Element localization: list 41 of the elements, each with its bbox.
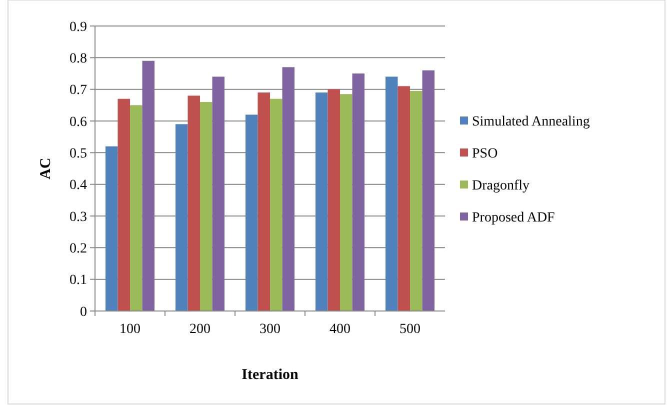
bar — [270, 98, 282, 311]
bar — [258, 92, 270, 311]
bar — [246, 114, 258, 311]
bar — [398, 86, 410, 311]
legend-label: Dragonfly — [472, 178, 530, 194]
x-tick-label: 300 — [260, 322, 280, 337]
y-tick-label: 0.8 — [70, 52, 87, 67]
y-tick-label: 0.4 — [70, 178, 87, 194]
bar — [282, 67, 294, 311]
y-tick-label: 0.5 — [70, 146, 87, 162]
legend-label: Proposed ADF — [472, 210, 556, 226]
bar — [316, 92, 328, 311]
x-axis-title: Iteration — [242, 367, 299, 383]
y-tick-label: 0.7 — [70, 83, 87, 98]
y-tick-label: 0 — [80, 304, 87, 320]
bar — [176, 124, 188, 311]
bar — [118, 98, 130, 311]
y-tick-label: 0.2 — [70, 242, 87, 257]
y-tick-label: 0.9 — [70, 20, 87, 35]
legend-label: PSO — [472, 146, 498, 162]
y-tick-label: 0.6 — [70, 114, 87, 130]
x-tick-label: 200 — [190, 322, 210, 337]
bar — [200, 102, 212, 311]
x-tick-label: 500 — [400, 322, 420, 337]
x-tick-label: 100 — [120, 322, 140, 337]
bar — [212, 76, 224, 311]
y-tick-label: 0.1 — [70, 273, 87, 288]
y-axis-title: AC — [38, 158, 54, 180]
bar — [410, 90, 422, 311]
x-tick-label: 400 — [330, 322, 350, 337]
bar — [188, 96, 200, 311]
y-tick-label: 0.3 — [70, 210, 87, 225]
bar — [328, 89, 340, 311]
bar — [130, 105, 142, 311]
bar — [142, 60, 154, 311]
bar — [422, 70, 434, 311]
bar — [352, 74, 364, 311]
legend-label: Simulated Annealing — [472, 114, 590, 130]
bar — [386, 76, 398, 311]
bar — [340, 94, 352, 311]
bar — [106, 146, 118, 311]
